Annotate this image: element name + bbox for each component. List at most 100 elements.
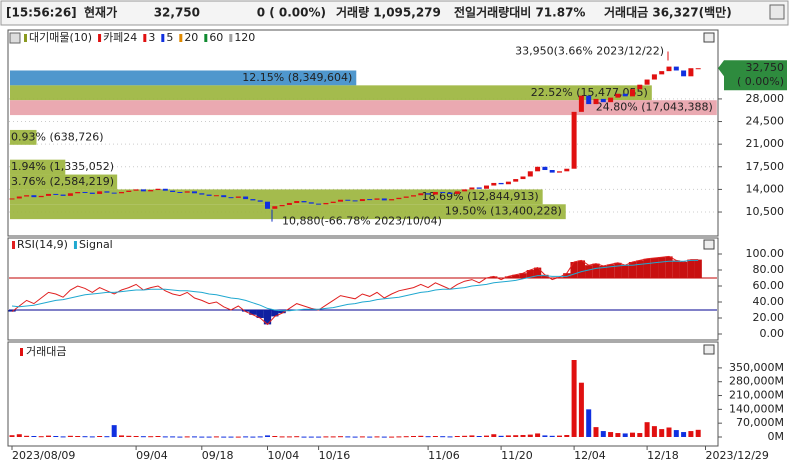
volume-bar <box>199 436 205 438</box>
rsi-fill <box>672 260 680 278</box>
legend-swatch <box>179 34 183 42</box>
x-tick-label: 09/18 <box>202 449 234 462</box>
volume-bar <box>564 435 570 437</box>
volume-bar <box>615 433 621 437</box>
candle <box>396 197 402 200</box>
profile-label: 12.15% (8,349,604) <box>242 71 352 84</box>
amount: 거래대금 36,327(백만) <box>604 5 732 20</box>
profile-bar <box>10 174 118 190</box>
legend-label: Signal <box>79 238 113 251</box>
y-tick-label: 140,000M <box>729 402 784 415</box>
candle <box>38 195 44 198</box>
x-tick-label: 12/04 <box>574 449 606 462</box>
volume-bar <box>651 426 657 437</box>
volume-bar <box>31 436 37 438</box>
volume-bar <box>330 436 336 438</box>
current-price: 32,750 <box>746 61 785 74</box>
profile-bar <box>10 129 37 145</box>
volume-bar <box>630 432 635 437</box>
legend-label: 60 <box>209 31 223 44</box>
y-tick-label: 0M <box>768 430 785 443</box>
volume-bar <box>177 436 183 438</box>
candle <box>381 198 387 201</box>
y-tick-label: 28,000 <box>746 92 785 105</box>
rsi-fill <box>256 310 264 318</box>
current-price-box <box>718 60 787 91</box>
volume-bar <box>571 360 577 437</box>
volume-bar <box>644 422 650 437</box>
panel-button[interactable] <box>9 32 21 44</box>
y-tick-label: 24,500 <box>746 115 785 128</box>
volume-bar <box>462 435 468 437</box>
candle <box>192 191 197 194</box>
volume-bar <box>213 436 219 438</box>
legend-swatch <box>204 34 208 42</box>
volume-bar <box>67 435 73 437</box>
time: [15:56:26] <box>6 6 77 20</box>
volume-bar <box>673 430 679 437</box>
candle <box>140 189 146 192</box>
candle <box>67 193 73 196</box>
y-tick-label: 40.00 <box>753 295 785 308</box>
candle <box>323 202 329 205</box>
candle <box>447 192 453 194</box>
candle <box>622 93 628 97</box>
volume-bar <box>520 435 526 437</box>
candle <box>403 196 409 198</box>
y-tick-label: 60.00 <box>753 279 785 292</box>
volume-bar <box>469 435 475 437</box>
candle <box>177 191 183 193</box>
volume-bar <box>586 409 592 437</box>
candle <box>462 189 468 192</box>
volume-bar <box>608 432 614 437</box>
volume-bar <box>454 436 460 438</box>
candle <box>374 198 380 200</box>
profile-bar <box>10 189 543 205</box>
candle <box>432 191 438 195</box>
candle <box>316 203 322 205</box>
candle <box>425 193 431 195</box>
legend-swatch <box>24 34 27 42</box>
volume-bar <box>476 436 482 438</box>
volume-bar <box>75 436 81 438</box>
panel-button[interactable] <box>703 239 715 250</box>
candle <box>578 95 584 112</box>
volume-bar <box>126 435 132 437</box>
rsi-panel <box>7 237 719 341</box>
candle <box>527 171 533 177</box>
candle <box>651 74 657 80</box>
volume-bar <box>513 435 519 437</box>
profile-bar <box>10 159 66 175</box>
rsi-fill <box>533 267 542 278</box>
volume-bar <box>535 433 541 437</box>
x-tick-label: 11/20 <box>501 449 533 462</box>
profile-bar <box>10 70 357 86</box>
y-tick-label: 21,000 <box>746 137 785 150</box>
legend-label: 카페24 <box>103 31 137 44</box>
candle <box>257 200 263 202</box>
x-tick-label: 2023/12/29 <box>706 449 769 462</box>
volume-bar <box>308 436 314 438</box>
volume-bar <box>695 429 701 437</box>
panel-button[interactable] <box>703 32 715 43</box>
candle <box>184 191 190 193</box>
rsi-fill <box>519 273 527 278</box>
y-tick-label: 100.00 <box>746 247 785 260</box>
candle <box>491 182 497 186</box>
candle <box>265 201 270 209</box>
volume-bar <box>228 436 234 438</box>
volume-bar <box>425 436 431 438</box>
y-tick-label: 0.00 <box>760 327 785 340</box>
candle <box>111 192 117 194</box>
volume-bar <box>243 436 249 438</box>
x-tick-label: 10/04 <box>268 449 300 462</box>
volume-bar <box>24 435 30 437</box>
candle <box>279 204 285 207</box>
legend-swatch <box>98 34 102 42</box>
panel-button[interactable] <box>703 344 715 355</box>
menu-button[interactable] <box>769 4 785 20</box>
rsi-fill <box>636 260 644 278</box>
rsi-fill <box>592 263 600 278</box>
line-series <box>11 259 699 312</box>
volume-bar <box>549 435 555 437</box>
